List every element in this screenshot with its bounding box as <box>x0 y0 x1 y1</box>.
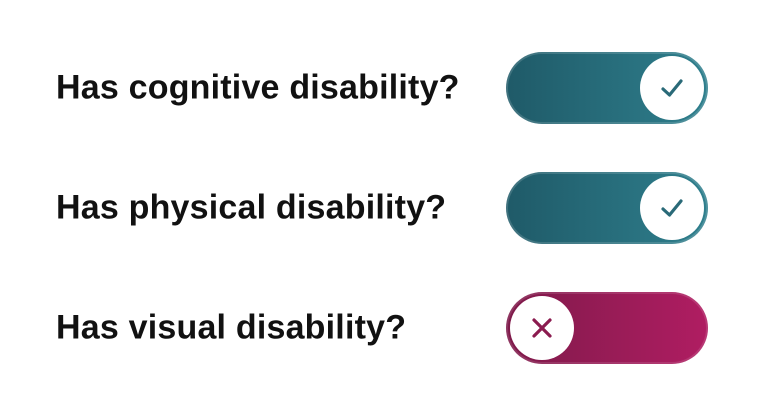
check-icon <box>661 199 683 217</box>
physical-disability-label: Has physical disability? <box>56 188 447 227</box>
cognitive-disability-row: Has cognitive disability? <box>0 52 768 124</box>
visual-disability-toggle[interactable] <box>506 292 708 364</box>
toggle-knob <box>510 296 574 360</box>
cognitive-disability-toggle[interactable] <box>506 52 708 124</box>
check-icon <box>661 79 683 97</box>
visual-disability-row: Has visual disability? <box>0 292 768 364</box>
cognitive-disability-label: Has cognitive disability? <box>56 68 460 107</box>
visual-disability-label: Has visual disability? <box>56 308 407 347</box>
physical-disability-toggle[interactable] <box>506 172 708 244</box>
physical-disability-row: Has physical disability? <box>0 172 768 244</box>
toggle-knob <box>640 56 704 120</box>
toggle-knob <box>640 176 704 240</box>
close-icon <box>532 318 552 338</box>
